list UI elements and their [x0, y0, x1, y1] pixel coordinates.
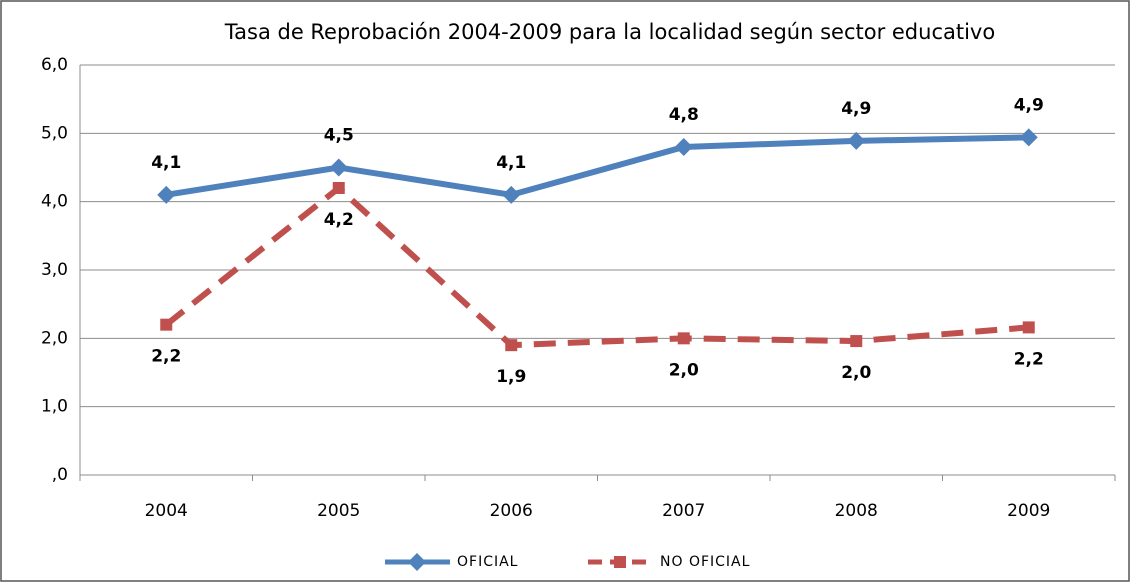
- point: [677, 332, 690, 345]
- x-tick-label: 2004: [145, 501, 188, 521]
- x-tick-label: 2009: [1007, 501, 1050, 521]
- series-line: [165, 134, 1029, 198]
- chart-title: Tasa de Reprobación 2004-2009 para la lo…: [224, 20, 995, 44]
- data-label: 4,9: [841, 99, 871, 119]
- y-tick-label: 5,0: [41, 123, 68, 143]
- data-label: 2,2: [1014, 349, 1044, 369]
- series-line: [164, 184, 1029, 349]
- y-tick-label: ,0: [52, 465, 68, 485]
- legend-marker: [614, 556, 626, 568]
- data-label: 4,2: [324, 210, 354, 230]
- point: [1019, 128, 1038, 147]
- data-label: 4,5: [324, 126, 354, 146]
- data-label: 2,0: [669, 360, 699, 380]
- point: [332, 182, 345, 194]
- point: [850, 335, 863, 348]
- legend-label: NO OFICIAL: [660, 554, 750, 570]
- point: [329, 158, 348, 177]
- x-tick-label: 2005: [317, 501, 360, 521]
- data-label: 2,2: [151, 347, 181, 367]
- legend-label: OFICIAL: [457, 554, 518, 570]
- x-tick-label: 2008: [835, 501, 878, 521]
- legend-marker: [408, 553, 426, 571]
- y-tick-label: 6,0: [41, 55, 68, 75]
- y-tick-label: 4,0: [41, 192, 68, 212]
- y-tick-label: 1,0: [41, 397, 68, 417]
- point: [847, 131, 866, 150]
- point: [674, 138, 693, 156]
- point: [160, 318, 173, 331]
- data-label: 4,1: [151, 153, 181, 173]
- data-label: 1,9: [496, 367, 526, 387]
- data-label: 4,9: [1014, 95, 1044, 115]
- data-label: 4,1: [496, 153, 526, 173]
- data-label: 4,8: [669, 105, 699, 125]
- point: [1022, 321, 1035, 334]
- y-tick-label: 3,0: [41, 260, 68, 280]
- data-label: 2,0: [841, 363, 871, 383]
- point: [502, 185, 521, 204]
- x-tick-label: 2007: [662, 501, 705, 521]
- x-tick-label: 2006: [490, 501, 533, 521]
- point: [157, 185, 176, 204]
- point: [505, 339, 518, 352]
- y-tick-label: 2,0: [41, 328, 68, 348]
